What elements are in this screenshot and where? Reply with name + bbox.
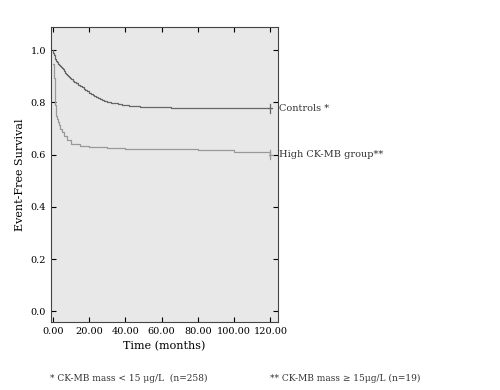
Text: Controls *: Controls * bbox=[280, 104, 330, 113]
Text: High CK-MB group**: High CK-MB group** bbox=[280, 150, 384, 159]
Text: ** CK-MB mass ≥ 15μg/L (n=19): ** CK-MB mass ≥ 15μg/L (n=19) bbox=[270, 374, 420, 383]
Text: * CK-MB mass < 15 μg/L  (n=258): * CK-MB mass < 15 μg/L (n=258) bbox=[50, 374, 207, 383]
X-axis label: Time (months): Time (months) bbox=[123, 341, 206, 352]
Y-axis label: Event-Free Survival: Event-Free Survival bbox=[15, 118, 25, 230]
